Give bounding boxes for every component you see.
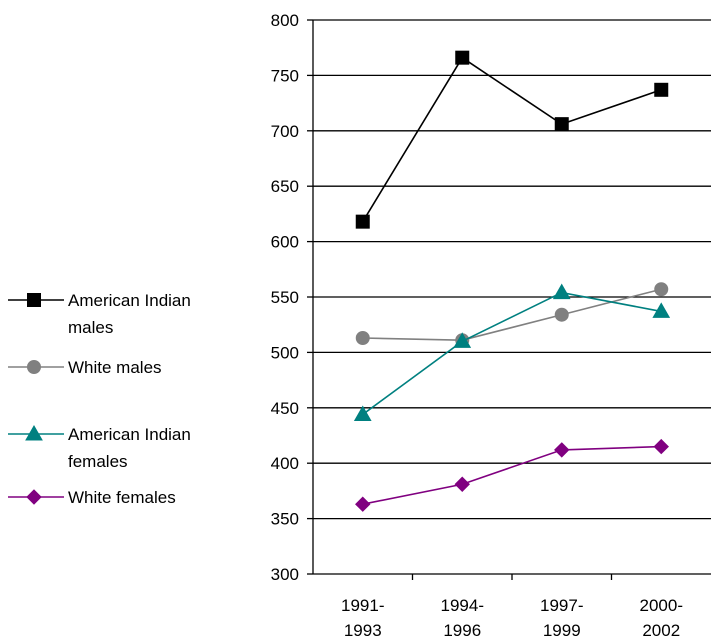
y-tick-label: 300: [271, 565, 299, 584]
legend-label: White males: [68, 358, 162, 377]
x-tick-label: 1999: [543, 621, 581, 640]
data-point: [554, 117, 569, 132]
x-tick-label: 1993: [344, 621, 382, 640]
legend-item: American Indian males: [8, 291, 191, 337]
data-point: [353, 405, 372, 421]
x-tick-label: 2002: [642, 621, 680, 640]
legend-label: American Indian: [68, 425, 191, 444]
data-point: [454, 476, 470, 492]
data-point: [554, 442, 570, 458]
y-tick-label: 750: [271, 66, 299, 85]
data-point: [453, 332, 472, 348]
data-point: [654, 282, 669, 297]
y-tick-label: 800: [271, 11, 299, 30]
data-point: [355, 496, 371, 512]
data-point: [455, 50, 470, 65]
series-line: [362, 291, 662, 416]
series-white-males: [355, 282, 669, 348]
y-tick-label: 500: [271, 343, 299, 362]
legend: American Indian males White males American …: [8, 291, 191, 507]
data-point: [552, 283, 571, 300]
x-tick-labels: 1991- 1993 1994- 1996 1997- 1999 2000- 2002: [341, 596, 683, 640]
legend-label: females: [68, 452, 128, 471]
legend-label: males: [68, 318, 113, 337]
legend-marker: [26, 489, 42, 505]
legend-label: White females: [68, 488, 176, 507]
data-point: [355, 330, 370, 345]
legend-marker: [27, 360, 41, 374]
x-tick-label: 1991-: [341, 596, 384, 615]
y-tick-label: 700: [271, 122, 299, 141]
series-lines: [353, 50, 671, 512]
legend-item: American Indian females: [8, 424, 191, 471]
data-point: [554, 307, 569, 322]
data-point: [355, 214, 370, 229]
x-tick-label: 1996: [443, 621, 481, 640]
data-point: [654, 82, 669, 97]
series-line: [362, 56, 662, 223]
y-tick-label: 600: [271, 233, 299, 252]
x-tick-label: 1994-: [441, 596, 484, 615]
x-tick-label: 1997-: [540, 596, 583, 615]
y-tick-labels: 300 350 400 450 500 550 600 650 700 750 800: [271, 11, 299, 584]
legend-item: White females: [8, 488, 176, 507]
legend-label: American Indian: [68, 291, 191, 310]
y-tick-label: 450: [271, 399, 299, 418]
series-american-indian-males: [355, 50, 669, 229]
legend-item: White males: [8, 358, 162, 377]
axes: [307, 19, 711, 580]
series-line: [362, 445, 662, 505]
legend-marker: [25, 424, 43, 441]
y-tick-label: 400: [271, 454, 299, 473]
legend-marker: [27, 293, 41, 307]
series-american-indian-females: [353, 283, 671, 421]
y-tick-label: 350: [271, 510, 299, 529]
data-point: [652, 302, 671, 318]
gridlines: [313, 19, 711, 520]
y-tick-label: 650: [271, 177, 299, 196]
data-point: [653, 438, 669, 455]
x-tick-label: 2000-: [640, 596, 683, 615]
series-white-females: [355, 438, 669, 512]
y-tick-label: 550: [271, 288, 299, 307]
